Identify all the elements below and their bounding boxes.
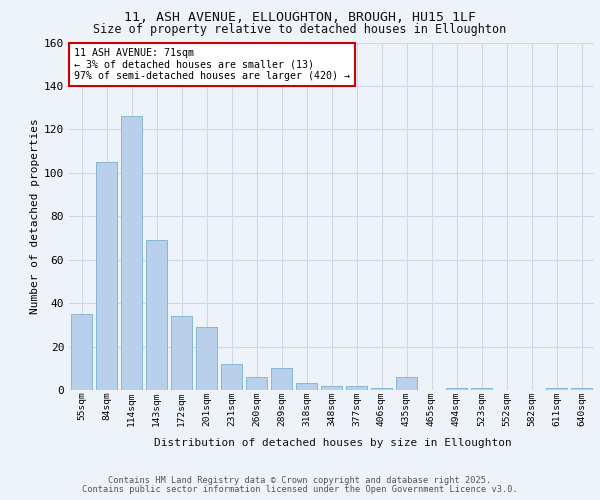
Bar xyxy=(96,162,117,390)
Bar xyxy=(196,327,217,390)
Bar xyxy=(571,388,592,390)
Bar xyxy=(221,364,242,390)
Bar xyxy=(471,388,492,390)
Bar xyxy=(246,377,267,390)
Text: Distribution of detached houses by size in Elloughton: Distribution of detached houses by size … xyxy=(154,438,512,448)
Text: 11, ASH AVENUE, ELLOUGHTON, BROUGH, HU15 1LF: 11, ASH AVENUE, ELLOUGHTON, BROUGH, HU15… xyxy=(124,11,476,24)
Bar xyxy=(371,388,392,390)
Bar xyxy=(121,116,142,390)
Bar xyxy=(346,386,367,390)
Bar xyxy=(71,314,92,390)
Text: Size of property relative to detached houses in Elloughton: Size of property relative to detached ho… xyxy=(94,22,506,36)
Bar xyxy=(296,384,317,390)
Text: Contains public sector information licensed under the Open Government Licence v3: Contains public sector information licen… xyxy=(82,485,518,494)
Text: Contains HM Land Registry data © Crown copyright and database right 2025.: Contains HM Land Registry data © Crown c… xyxy=(109,476,491,485)
Bar xyxy=(171,316,192,390)
Y-axis label: Number of detached properties: Number of detached properties xyxy=(30,118,40,314)
Bar xyxy=(321,386,342,390)
Bar xyxy=(271,368,292,390)
Bar xyxy=(146,240,167,390)
Bar xyxy=(446,388,467,390)
Bar xyxy=(546,388,567,390)
Text: 11 ASH AVENUE: 71sqm
← 3% of detached houses are smaller (13)
97% of semi-detach: 11 ASH AVENUE: 71sqm ← 3% of detached ho… xyxy=(74,48,350,81)
Bar xyxy=(396,377,417,390)
